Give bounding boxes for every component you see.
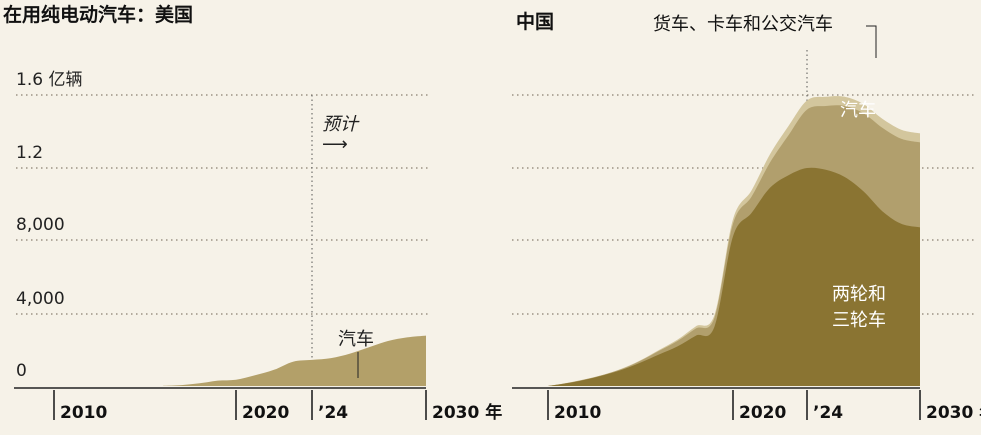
- projection-label: 预计: [322, 114, 360, 135]
- us-series-label: 汽车: [338, 329, 374, 350]
- us-y-tick-label: 8,000: [16, 215, 65, 235]
- china-x-tick-label: ’24: [813, 403, 843, 423]
- us-y-tick-label: 4,000: [16, 289, 65, 309]
- two-wheel-label-1: 两轮和: [832, 284, 886, 305]
- china-x-tick-label: 2020: [739, 403, 786, 423]
- us-x-tick-label: 2010: [60, 403, 107, 423]
- us-x-tick-label: 2020: [242, 403, 289, 423]
- us-y-tick-label: 1.6 亿辆: [16, 70, 82, 90]
- china-chart-title: 中国: [516, 10, 554, 33]
- us-x-tick-label: 2030 年: [432, 402, 502, 423]
- trucks-label: 货车、卡车和公交汽车: [653, 14, 833, 35]
- china-x-tick-label: 2030 年: [926, 402, 981, 423]
- us-y-tick-label: 1.2: [16, 143, 43, 163]
- cars-label: 汽车: [840, 100, 876, 121]
- us-cars-area: [163, 335, 426, 386]
- china-x-tick-label: 2010: [554, 403, 601, 423]
- trucks-leader: [866, 25, 877, 58]
- two-wheel-label-2: 三轮车: [832, 310, 886, 331]
- us-x-tick-label: ’24: [318, 403, 348, 423]
- projection-arrow: ⟶: [322, 134, 348, 155]
- china-two-three-wheelers-area: [548, 167, 920, 386]
- us-y-tick-label: 0: [16, 361, 27, 381]
- us-chart-title: 在用纯电动汽车：美国: [3, 3, 193, 26]
